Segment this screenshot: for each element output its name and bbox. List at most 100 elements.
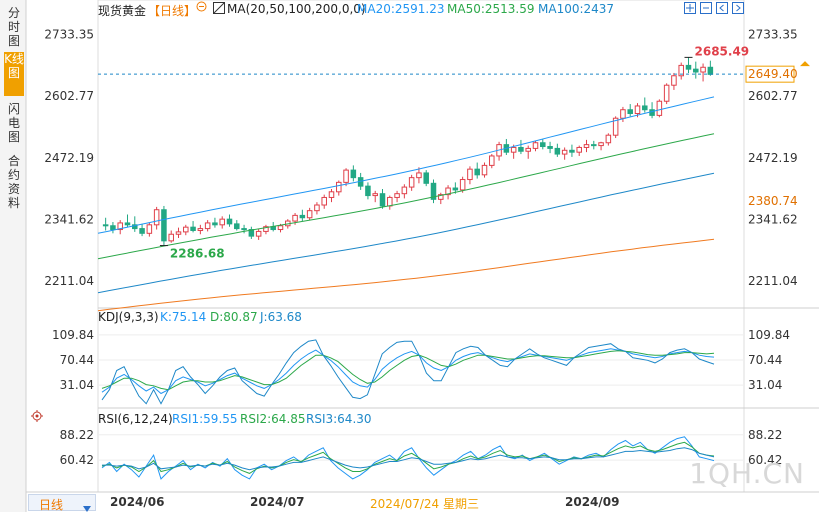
low-annotation: 2286.68 xyxy=(170,247,225,261)
candle-body xyxy=(663,84,670,102)
date-label-jun: 2024/06 xyxy=(110,495,165,509)
candle-body xyxy=(350,169,357,179)
candle-body xyxy=(132,224,138,230)
candle-body xyxy=(161,209,167,242)
candle-body xyxy=(671,75,677,86)
candle-body xyxy=(554,147,561,155)
ma50-value: MA50:2513.59 xyxy=(447,2,535,16)
candle-body xyxy=(547,146,553,149)
candle-body xyxy=(336,181,342,193)
scroll-right-icon[interactable] xyxy=(732,2,744,17)
candle-body xyxy=(212,222,218,226)
candle-body xyxy=(146,224,153,234)
candle-body xyxy=(459,179,466,191)
rsi-line-rsi2 xyxy=(101,441,715,474)
tab-flash[interactable]: 闪电图 xyxy=(7,102,20,144)
price-tick-right: 2341.62 xyxy=(748,212,798,226)
candle-body xyxy=(248,229,255,237)
candle-body xyxy=(263,226,269,232)
rsi3-value: RSI3:64.30 xyxy=(306,412,372,426)
tab-kline[interactable]: K线图 xyxy=(4,52,24,96)
candle-body xyxy=(518,146,524,152)
candle-body xyxy=(489,155,495,166)
candle-body xyxy=(321,196,327,206)
crosshair-icon[interactable] xyxy=(684,2,696,17)
last-price-label: 2649.40 xyxy=(748,67,798,81)
zoom-out-icon[interactable] xyxy=(700,2,712,17)
candle-body xyxy=(183,226,189,233)
indicator-settings-icon[interactable] xyxy=(213,2,225,14)
candle-body xyxy=(481,164,488,176)
switch-icon[interactable] xyxy=(196,1,208,13)
candle-body xyxy=(226,218,233,225)
candle-body xyxy=(292,214,298,222)
tab-timeshare[interactable]: 分时图 xyxy=(7,6,20,48)
ma-label: MA(20,50,100,200,0,0) xyxy=(227,2,366,16)
kdj-label: KDJ(9,3,3) xyxy=(98,310,159,324)
candle-body xyxy=(277,225,284,231)
kdj-tick-right: 31.04 xyxy=(748,378,782,392)
rsi1-value: RSI1:59.55 xyxy=(172,412,238,426)
rsi2-value: RSI2:64.85 xyxy=(240,412,306,426)
candle-body xyxy=(197,228,204,231)
candle-body xyxy=(452,187,459,191)
price-tick-left: 2472.19 xyxy=(44,151,94,165)
candle-body xyxy=(627,109,633,115)
candle-body xyxy=(379,193,386,207)
candle-body xyxy=(343,169,349,183)
candle-body xyxy=(124,222,131,226)
candle-body xyxy=(299,214,306,219)
kdj-tick-left: 109.84 xyxy=(52,328,94,342)
rsi-settings-icon[interactable] xyxy=(31,410,43,425)
price-tick-right: 2733.35 xyxy=(748,28,798,42)
candle-body xyxy=(234,223,240,230)
candle-body xyxy=(693,68,699,73)
kdj-d-value: D:80.87 xyxy=(210,310,258,324)
rsi-label: RSI(6,12,24) xyxy=(98,412,173,426)
candle-body xyxy=(540,142,546,148)
candle-body xyxy=(700,66,706,73)
high-annotation: 2685.49 xyxy=(695,44,750,58)
candle-body xyxy=(328,191,335,198)
candle-body xyxy=(423,172,429,184)
kdj-line-d xyxy=(101,350,715,391)
candle-body xyxy=(474,168,480,176)
kdj-tick-right: 70.44 xyxy=(748,353,782,367)
scroll-left-icon[interactable] xyxy=(716,2,728,17)
candle-body xyxy=(605,134,612,144)
tab-contract-info[interactable]: 合约资料 xyxy=(7,154,20,210)
ma-line-ma20 xyxy=(97,96,715,234)
candle-body xyxy=(598,142,604,147)
candle-body xyxy=(430,182,437,200)
date-label-sep: 2024/09 xyxy=(565,495,620,509)
price-tick-right: 2602.77 xyxy=(748,89,798,103)
candle-body xyxy=(204,222,211,230)
ma-line-ma100 xyxy=(97,172,715,294)
price-tick-left: 2733.35 xyxy=(44,28,94,42)
ma100-value: MA100:2437 xyxy=(538,2,615,16)
candle-body xyxy=(612,117,619,136)
candle-body xyxy=(467,168,473,181)
candle-body xyxy=(656,100,663,116)
kdj-j-value: J:63.68 xyxy=(260,310,302,324)
candle-body xyxy=(365,185,371,197)
candle-body xyxy=(678,64,684,77)
ma20-value: MA20:2591.23 xyxy=(357,2,445,16)
candle-body xyxy=(445,187,451,196)
candle-body xyxy=(576,146,582,153)
dropdown-arrow-icon xyxy=(83,498,91,517)
period-select[interactable]: 日线 xyxy=(28,494,96,512)
ma-line-ma50 xyxy=(97,133,715,260)
watermark: 1QH.CN xyxy=(689,457,805,490)
kdj-k-value: K:75.14 xyxy=(160,310,207,324)
candle-body xyxy=(306,210,313,219)
period-select-label: 日线 xyxy=(39,498,64,512)
candle-body xyxy=(525,147,531,152)
candle-body xyxy=(408,177,415,188)
candle-body xyxy=(569,149,575,153)
candle-body xyxy=(620,109,626,119)
rsi-line-rsi1 xyxy=(101,436,715,480)
candle-body xyxy=(168,233,174,242)
instrument-name: 现货黄金 xyxy=(98,4,147,18)
